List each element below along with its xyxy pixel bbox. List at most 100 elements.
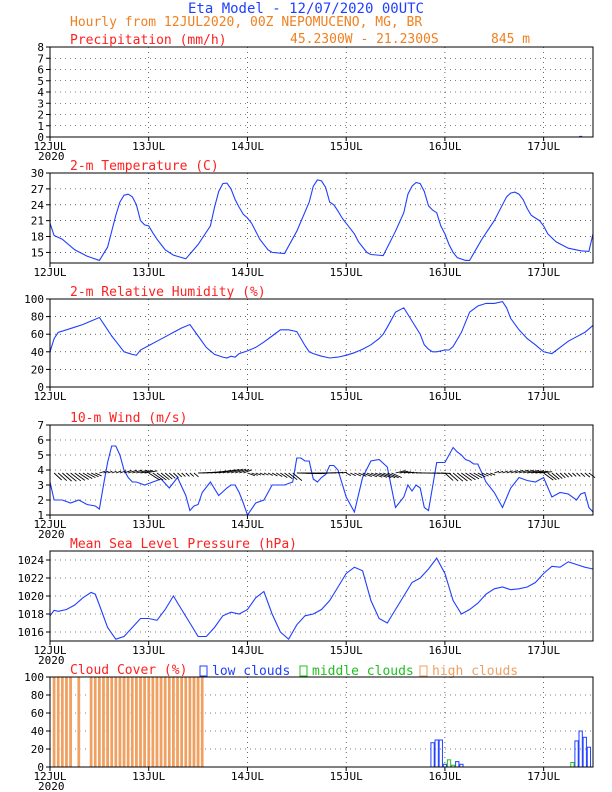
cloud-xtick-label: 12JUL <box>33 770 66 783</box>
temperature-ytick-label: 18 <box>31 231 44 244</box>
cloud-bar-high-clouds <box>113 676 118 768</box>
wind-vector <box>456 472 468 482</box>
cloud-bar-high-clouds <box>89 676 94 768</box>
cloud-bar-high-clouds <box>150 676 155 768</box>
precipitation-year-label: 2020 <box>38 150 65 163</box>
wind-vector <box>86 472 96 479</box>
pressure-frame <box>49 550 594 642</box>
location-coords: 45.2300W - 21.2300S <box>290 32 439 47</box>
pressure-ytick-label: 1016 <box>18 626 45 639</box>
precipitation-ytick-label: 3 <box>37 97 44 110</box>
wind-vector <box>572 472 577 477</box>
wind-vector <box>448 472 459 482</box>
cloud-bar-low-clouds <box>586 746 592 768</box>
cloud-ytick-label: 20 <box>31 743 44 756</box>
wind-vector <box>535 470 549 474</box>
wind-vector <box>485 472 492 476</box>
wind-ytick-label: 4 <box>37 464 44 477</box>
cloud-bar-high-clouds <box>97 676 102 768</box>
wind-vector <box>481 472 489 477</box>
wind-vector <box>230 468 243 474</box>
wind-vector <box>90 472 99 478</box>
cloud-xtick-label: 16JUL <box>428 770 461 783</box>
humidity-ytick-label: 80 <box>31 311 44 324</box>
wind-vector <box>185 472 190 477</box>
wind-vector <box>263 472 269 476</box>
wind-vector <box>543 472 554 481</box>
temperature-ytick-label: 30 <box>31 167 44 180</box>
pressure-year-label: 2020 <box>38 654 65 667</box>
wind-vector <box>74 472 86 481</box>
wind-vector <box>510 470 519 474</box>
temperature-ytick-label: 21 <box>31 215 44 228</box>
pressure-ytick-label: 1020 <box>18 590 45 603</box>
wind-vector <box>173 472 179 478</box>
precipitation-ytick-label: 4 <box>37 86 44 99</box>
wind-vector <box>267 472 273 476</box>
precipitation-ytick-label: 0 <box>37 131 44 144</box>
wind-vector <box>358 472 367 477</box>
cloud-bar-high-clouds <box>155 676 159 768</box>
pressure-xtick-label: 17JUL <box>527 644 560 657</box>
wind-vector <box>514 469 524 474</box>
wind-ytick-label: 7 <box>37 419 44 432</box>
wind-vector <box>580 472 586 478</box>
cloud-bar-low-clouds <box>582 736 587 768</box>
wind-xtick-label: 13JUL <box>132 518 165 531</box>
wind-vector <box>239 469 250 474</box>
wind-frame <box>49 424 594 516</box>
cloud-bar-high-clouds <box>122 676 126 768</box>
wind-vector <box>337 471 344 474</box>
cloud-bar-high-clouds <box>93 676 98 768</box>
legend-swatch <box>299 665 308 677</box>
chart-subtitle: Hourly from 12JUL2020, 00Z NEPOMUCENO, M… <box>70 15 422 30</box>
cloud-ytick-label: 100 <box>24 671 44 684</box>
cloud-xtick-label: 15JUL <box>330 770 363 783</box>
wind-vector <box>78 472 89 480</box>
wind-vector <box>168 472 176 479</box>
wind-vector <box>140 469 153 474</box>
cloud-ytick-label: 0 <box>37 761 44 774</box>
wind-vector <box>136 469 148 474</box>
cloud-bar-low-clouds <box>455 761 460 768</box>
humidity-xtick-label: 12JUL <box>33 390 66 403</box>
wind-ytick-label: 3 <box>37 479 44 492</box>
wind-ytick-label: 2 <box>37 494 44 507</box>
pressure-ytick-label: 1024 <box>18 554 45 567</box>
cloud-xtick-label: 14JUL <box>231 770 264 783</box>
wind-vector <box>527 469 540 474</box>
wind-vector <box>531 470 545 474</box>
cloud-frame <box>49 676 594 768</box>
temperature-panel-title: 2-m Temperature (C) <box>70 159 219 174</box>
wind-vector <box>354 472 362 477</box>
wind-vector <box>280 472 288 478</box>
wind-vector <box>345 472 352 476</box>
humidity-panel-title: 2-m Relative Humidity (%) <box>70 285 266 300</box>
legend-label: middle clouds <box>312 664 414 679</box>
precipitation-xtick-label: 16JUL <box>428 140 461 153</box>
wind-vector <box>111 470 117 474</box>
wind-vector <box>444 472 454 481</box>
wind-vector <box>66 472 77 482</box>
cloud-bar-low-clouds <box>430 742 435 768</box>
cloud-bar-high-clouds <box>60 676 65 768</box>
humidity-xtick-label: 15JUL <box>330 390 363 403</box>
humidity-xtick-label: 13JUL <box>132 390 165 403</box>
legend-swatch <box>419 665 428 677</box>
cloud-ytick-label: 60 <box>31 707 44 720</box>
temperature-xtick-label: 12JUL <box>33 266 66 279</box>
wind-xtick-label: 12JUL <box>33 518 66 531</box>
cloud-bar-high-clouds <box>192 676 196 768</box>
wind-vector <box>70 472 82 482</box>
precipitation-ytick-label: 2 <box>37 109 44 122</box>
humidity-ytick-label: 20 <box>31 363 44 376</box>
wind-vector <box>498 470 504 474</box>
wind-vector <box>452 472 464 482</box>
cloud-bar-high-clouds <box>130 676 135 768</box>
wind-vector <box>461 472 472 481</box>
wind-vector <box>362 472 372 478</box>
cloud-bar-high-clouds <box>196 676 200 768</box>
wind-vector <box>115 470 122 474</box>
cloud-bar-high-clouds <box>138 676 143 768</box>
